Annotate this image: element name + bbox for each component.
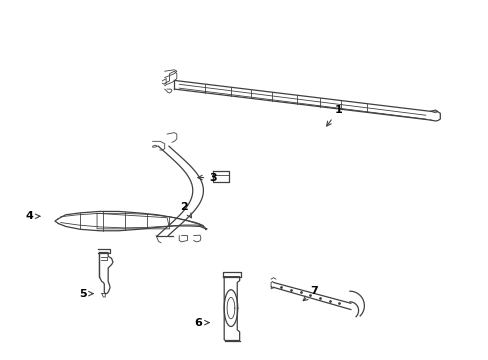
- Text: 6: 6: [194, 318, 209, 328]
- Text: 7: 7: [303, 286, 318, 301]
- Text: 4: 4: [25, 211, 40, 221]
- Text: 2: 2: [180, 202, 191, 218]
- Text: 5: 5: [79, 289, 93, 298]
- Text: 1: 1: [326, 105, 342, 126]
- Text: 3: 3: [197, 172, 217, 183]
